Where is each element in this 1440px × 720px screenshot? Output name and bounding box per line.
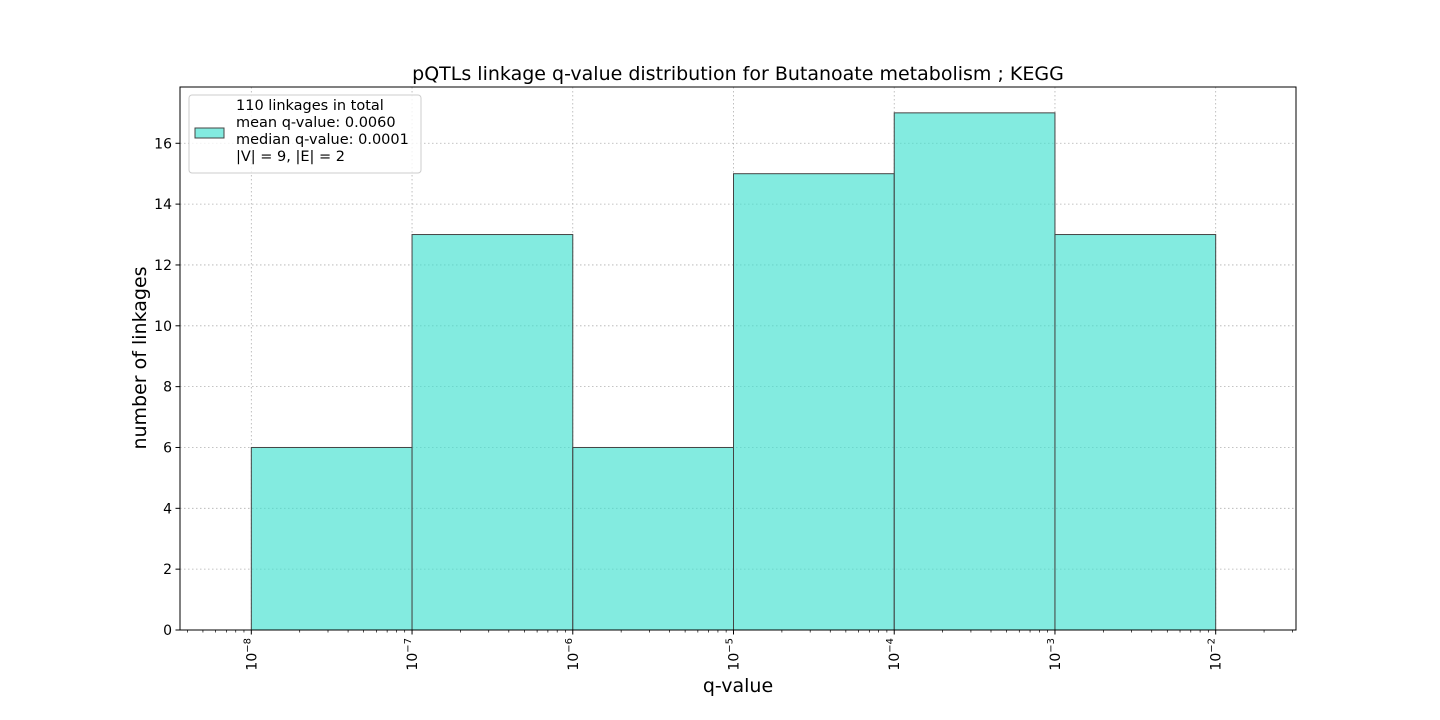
histogram-bar: [572, 446, 735, 631]
x-tick-label: 10−5: [725, 638, 743, 671]
x-tick-label: 10−4: [885, 638, 903, 671]
histogram-bar: [1054, 234, 1217, 631]
x-tick-exponent: −7: [403, 638, 414, 653]
x-tick-label: 10−8: [242, 638, 260, 671]
y-tick-label: 10: [154, 319, 172, 335]
histogram-bar: [893, 112, 1056, 631]
axes-frame: [179, 86, 1297, 631]
x-tick-base: 10: [244, 653, 260, 671]
x-tick-base: 10: [887, 653, 903, 671]
x-tick-base: 10: [1209, 653, 1225, 671]
histogram-bar: [733, 173, 895, 631]
x-tick-base: 10: [566, 653, 582, 671]
x-tick-exponent: −5: [725, 638, 736, 653]
histogram-bar: [250, 446, 413, 631]
x-tick-base: 10: [1048, 653, 1064, 671]
x-tick-label: 10−7: [403, 638, 421, 671]
x-tick-exponent: −6: [564, 638, 575, 653]
y-axis-label: number of linkages: [129, 266, 151, 449]
legend-line: mean q-value: 0.0060: [236, 115, 396, 131]
legend-line: 110 linkages in total: [236, 98, 384, 114]
x-axis-ticks: 10−810−710−610−510−410−310−2: [242, 630, 1225, 671]
bars: [250, 112, 1217, 631]
legend-line: median q-value: 0.0001: [236, 132, 409, 148]
legend-line: |V| = 9, |E| = 2: [236, 149, 345, 165]
y-tick-label: 2: [163, 562, 172, 578]
legend-swatch: [194, 127, 225, 139]
y-tick-label: 14: [154, 197, 172, 213]
x-tick-exponent: −8: [242, 638, 253, 653]
legend-box: [188, 94, 422, 174]
chart-title: pQTLs linkage q-value distribution for B…: [412, 63, 1064, 85]
y-tick-label: 16: [154, 136, 172, 152]
y-tick-label: 0: [163, 623, 172, 639]
y-tick-label: 4: [163, 501, 172, 517]
x-tick-label: 10−3: [1046, 638, 1064, 671]
x-tick-base: 10: [405, 653, 421, 671]
x-minor-ticks: [187, 630, 1293, 633]
y-tick-label: 8: [163, 380, 172, 396]
y-axis-ticks: 0 2 4 6 8 10 12 14 16: [154, 136, 180, 639]
plot-area: 10−810−710−610−510−410−310−2024681012141…: [154, 86, 1297, 671]
x-tick-exponent: −2: [1207, 638, 1218, 653]
x-tick-label: 10−2: [1207, 638, 1225, 671]
histogram-bar: [411, 234, 574, 631]
y-tick-label: 12: [154, 258, 172, 274]
y-tick-label: 6: [163, 440, 172, 456]
x-tick-label: 10−6: [564, 638, 582, 671]
x-tick-base: 10: [727, 653, 743, 671]
x-axis-label: q-value: [703, 675, 773, 697]
x-tick-exponent: −3: [1046, 638, 1057, 653]
x-tick-exponent: −4: [885, 638, 896, 653]
